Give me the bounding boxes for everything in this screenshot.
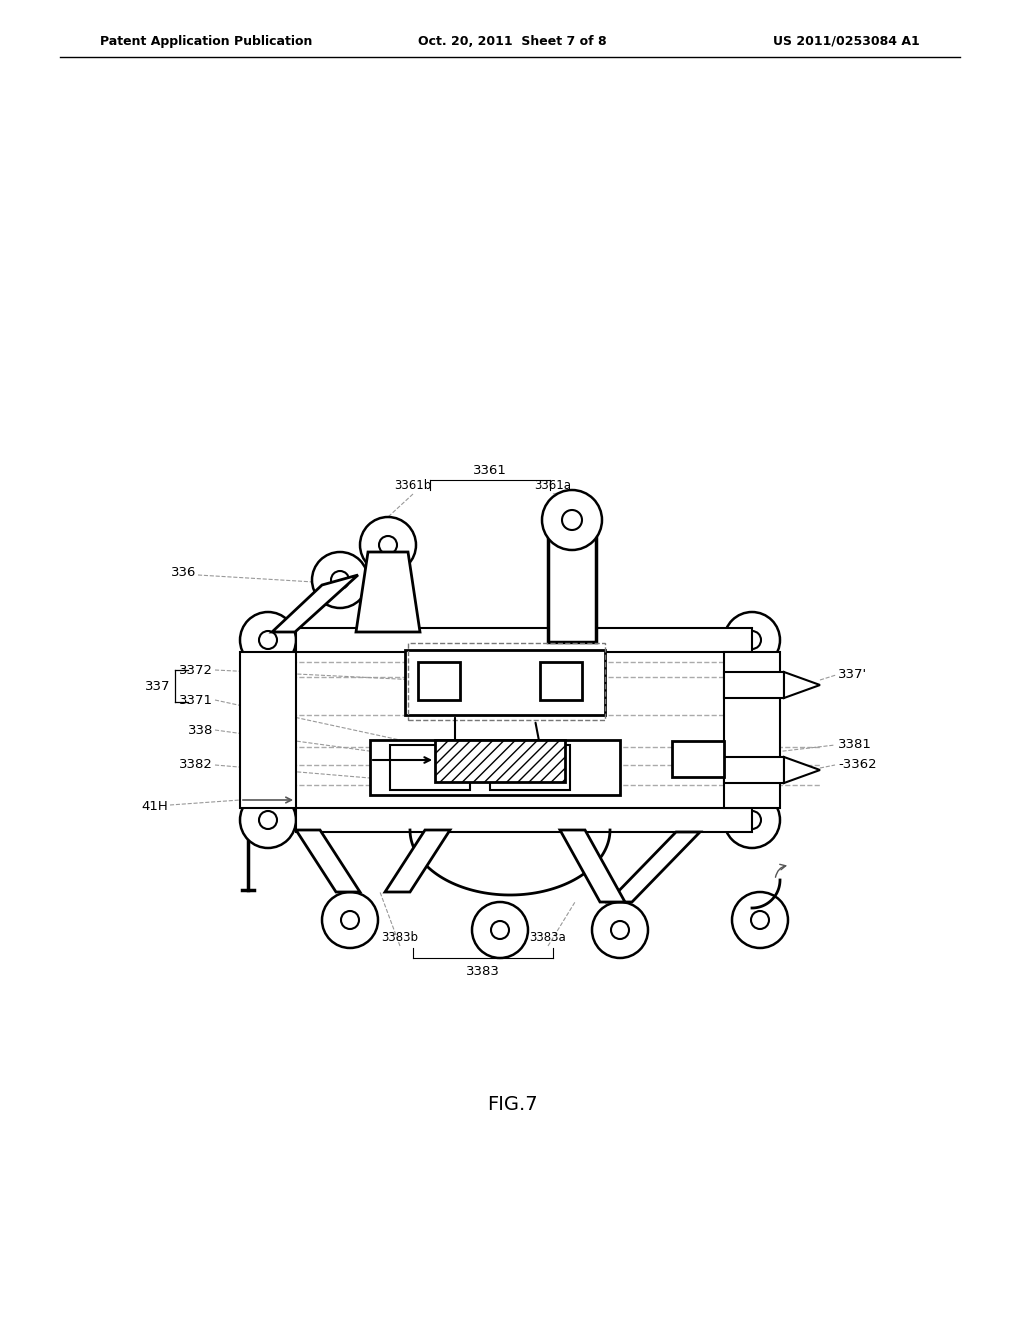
Bar	[435, 741, 565, 781]
Circle shape	[322, 892, 378, 948]
Text: 338: 338	[187, 723, 213, 737]
Bar	[418, 663, 460, 700]
Circle shape	[259, 631, 278, 649]
Circle shape	[562, 510, 582, 531]
Circle shape	[743, 810, 761, 829]
Circle shape	[360, 517, 416, 573]
Circle shape	[341, 911, 359, 929]
Bar	[296, 628, 752, 652]
Text: 336: 336	[171, 565, 196, 578]
Polygon shape	[784, 756, 820, 783]
Text: 41H: 41H	[141, 800, 168, 813]
Circle shape	[732, 892, 788, 948]
Bar	[724, 672, 784, 698]
Bar	[548, 532, 596, 642]
Bar	[490, 744, 570, 789]
Circle shape	[592, 902, 648, 958]
Text: 3383a: 3383a	[529, 931, 566, 944]
Text: 3361a: 3361a	[535, 479, 571, 492]
Text: -3362: -3362	[838, 759, 877, 771]
Text: 337': 337'	[838, 668, 867, 681]
Circle shape	[240, 792, 296, 847]
Bar	[296, 808, 752, 832]
Bar	[724, 652, 780, 808]
Bar	[240, 652, 296, 808]
Circle shape	[312, 552, 368, 609]
Text: 3382: 3382	[179, 759, 213, 771]
Polygon shape	[784, 672, 820, 698]
Bar	[672, 741, 724, 777]
Circle shape	[472, 902, 528, 958]
Bar	[406, 649, 605, 715]
Text: 3371: 3371	[179, 693, 213, 706]
Text: 3361b: 3361b	[394, 479, 432, 492]
Text: Patent Application Publication: Patent Application Publication	[100, 36, 312, 48]
Polygon shape	[560, 830, 625, 902]
Text: 3381: 3381	[838, 738, 871, 751]
Polygon shape	[608, 832, 700, 902]
Text: 3383b: 3383b	[382, 931, 419, 944]
Circle shape	[724, 612, 780, 668]
Circle shape	[743, 631, 761, 649]
Text: 3361: 3361	[473, 465, 507, 477]
Circle shape	[240, 612, 296, 668]
Circle shape	[724, 792, 780, 847]
Bar	[390, 744, 470, 789]
Polygon shape	[272, 576, 358, 632]
Circle shape	[379, 536, 397, 554]
Circle shape	[611, 921, 629, 939]
Text: US 2011/0253084 A1: US 2011/0253084 A1	[773, 36, 920, 48]
Circle shape	[490, 921, 509, 939]
Bar	[724, 756, 784, 783]
Text: FIG.7: FIG.7	[486, 1096, 538, 1114]
Circle shape	[751, 911, 769, 929]
Circle shape	[542, 490, 602, 550]
Text: 3372: 3372	[179, 664, 213, 676]
Bar	[540, 663, 582, 700]
Polygon shape	[356, 552, 420, 632]
Circle shape	[331, 572, 349, 589]
Text: Oct. 20, 2011  Sheet 7 of 8: Oct. 20, 2011 Sheet 7 of 8	[418, 36, 606, 48]
Bar	[370, 741, 620, 795]
Polygon shape	[296, 830, 360, 892]
Text: 3383: 3383	[466, 965, 500, 978]
Polygon shape	[385, 830, 450, 892]
Circle shape	[259, 810, 278, 829]
Text: 337: 337	[144, 680, 170, 693]
